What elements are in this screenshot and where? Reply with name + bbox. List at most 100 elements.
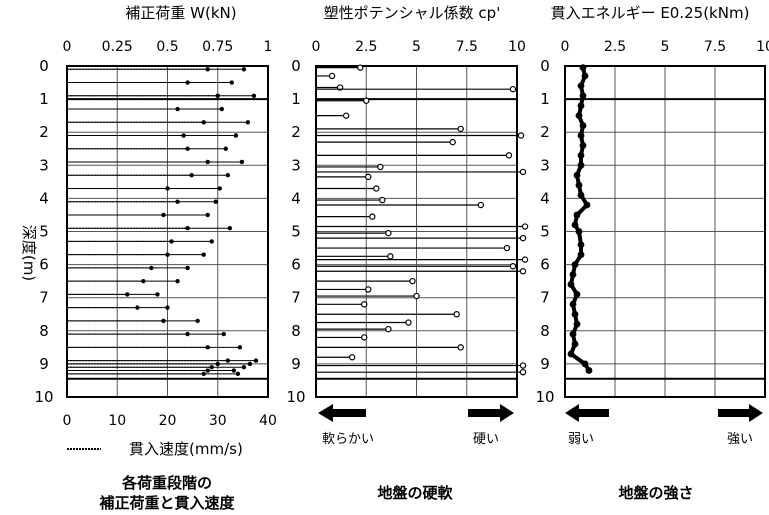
load-point [233, 133, 239, 138]
cp-point [379, 196, 386, 204]
panel1-bottom-tick: 30 [209, 413, 227, 429]
panel1-top-tick: 0 [63, 39, 72, 55]
speed-point [215, 93, 220, 98]
panel1-depth-tick: 9 [39, 355, 49, 373]
speed-point [185, 146, 190, 151]
soft-arrow [318, 404, 366, 422]
panel3-depth-tick: 1 [540, 90, 550, 108]
speed-point [185, 225, 190, 231]
panel3-title: 貫入エネルギー E0.25(kNm) [551, 4, 750, 22]
load-point [217, 186, 222, 191]
speed-point [181, 133, 186, 138]
cp-point [477, 201, 485, 209]
panel1-depth-tick: 2 [39, 123, 49, 141]
load-point [185, 265, 190, 271]
cp-point [453, 311, 460, 318]
panel3-caption: 地盤の強さ [618, 484, 693, 502]
load-point [221, 331, 226, 337]
load-point [205, 212, 210, 218]
cp-point [521, 256, 529, 263]
load-point [209, 239, 214, 244]
speed-point [201, 371, 206, 377]
panel1-bottom-tick: 10 [108, 413, 126, 429]
panel2-top-tick: 5 [412, 39, 421, 55]
speed-point [161, 212, 166, 218]
panel1-depth-tick: 5 [39, 223, 49, 241]
panel1-frame [66, 65, 269, 398]
panel3-depth-tick: 10 [535, 388, 554, 406]
y-axis-label: 深度(m) [20, 225, 38, 281]
cp-point [519, 268, 527, 275]
panel1-depth-tick: 4 [39, 189, 49, 207]
load-point [231, 368, 237, 373]
speed-point [185, 331, 190, 337]
load-point [219, 106, 224, 112]
cp-point [503, 244, 511, 252]
cp-point [369, 213, 376, 220]
cp-point [457, 344, 464, 351]
cp-point [405, 319, 412, 326]
panel2-frame [315, 65, 518, 398]
panel1-bottom-tick: 20 [159, 413, 177, 429]
panel1-depth-tick: 8 [39, 322, 49, 340]
panel3-depth-tick: 0 [540, 57, 550, 75]
panel2-top-tick: 10 [508, 39, 526, 55]
cp-point [357, 64, 364, 71]
speed-point [149, 265, 154, 271]
cp-point [385, 325, 392, 333]
load-point [245, 120, 251, 125]
panel3-depth-tick: 2 [540, 123, 550, 141]
load-point [239, 159, 245, 165]
speed-point [225, 358, 230, 363]
speed-point [175, 199, 180, 204]
panel1-caption-2: 補正荷重と貫入速度 [98, 494, 235, 512]
panel1-caption-1: 各荷重段階の [121, 474, 212, 492]
panel3-top-tick: 10 [756, 39, 769, 55]
cp-point [519, 168, 527, 176]
cp-point [519, 362, 527, 369]
cp-point [377, 163, 384, 171]
panel2: 塑性ポテンシャル係数 cp' 0 2.5 5 7.5 10 0 1 2 3 4 5 6 7 8 9 10 軟… [286, 4, 529, 502]
panel2-depth-tick: 4 [291, 189, 301, 207]
load-point [223, 146, 228, 151]
load-point [253, 358, 259, 363]
cp-point [413, 292, 420, 300]
load-point [213, 199, 218, 204]
cp-point [361, 301, 368, 308]
panel1-depth-tick: 6 [39, 256, 49, 274]
speed-point [165, 252, 170, 257]
panel3-top-tick: 7.5 [704, 39, 726, 55]
speed-point [209, 365, 214, 370]
panel3-depth-tick: 6 [540, 256, 550, 274]
cp-point [517, 132, 525, 139]
panel2-depth-tick: 5 [291, 223, 301, 241]
panel1-depth-tick: 7 [39, 289, 49, 307]
speed-point [125, 292, 130, 297]
speed-axis-label: 貫入速度(mm/s) [129, 440, 243, 458]
panel2-depth-tick: 10 [286, 388, 305, 406]
panel2-depth-tick: 3 [291, 156, 301, 174]
cp-point [509, 85, 517, 93]
panel2-top-tick: 2.5 [355, 39, 377, 55]
speed-point [175, 106, 180, 112]
speed-point [141, 278, 146, 284]
panel2-depth-tick: 8 [291, 322, 301, 340]
load-point [235, 371, 241, 377]
panel2-title: 塑性ポテンシャル係数 cp' [324, 4, 501, 22]
panel3-frame [564, 65, 766, 398]
panel3-top-tick: 0 [561, 39, 570, 55]
panel3-depth-tick: 9 [540, 355, 550, 373]
load-point [195, 318, 200, 324]
strong-arrow [718, 404, 763, 422]
speed-point [189, 173, 194, 178]
load-point [241, 67, 247, 72]
speed-point [205, 67, 210, 72]
cp-point [409, 277, 416, 285]
speed-point [201, 120, 206, 125]
speed-point [169, 239, 174, 244]
panel1-depth-tick: 10 [34, 388, 53, 406]
load-point [165, 305, 170, 310]
panel3: 貫入エネルギー E0.25(kNm) 0 2.5 5 7.5 10 0 1 2 3 4 5 6 7 8 9… [535, 4, 769, 502]
panel3-depth-tick: 3 [540, 156, 550, 174]
